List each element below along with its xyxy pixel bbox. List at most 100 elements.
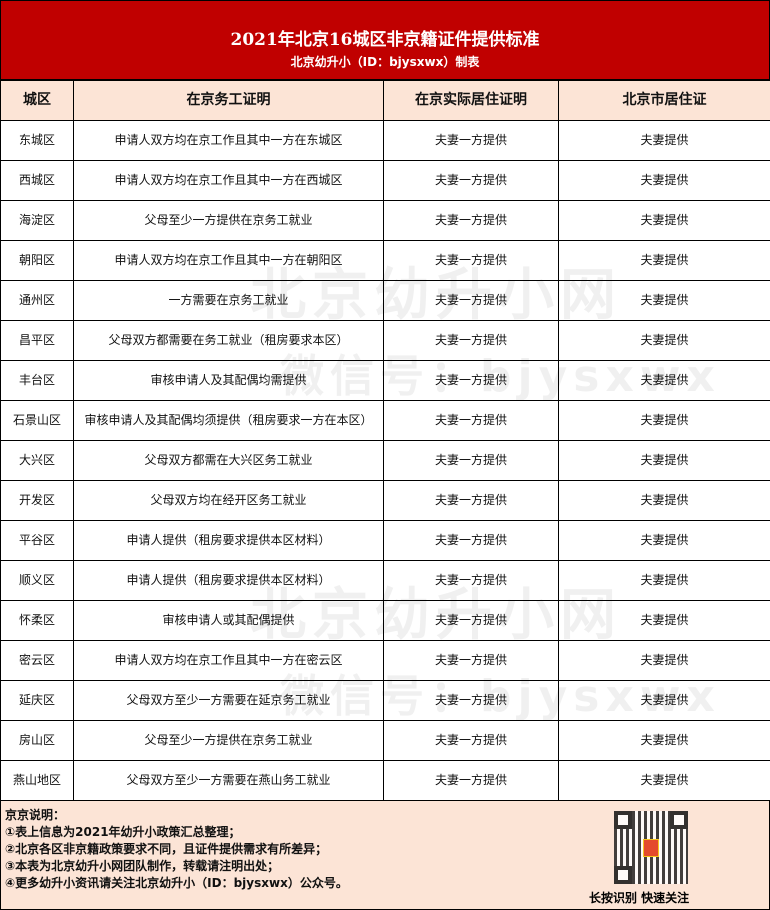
note-item: ④更多幼升小资讯请关注北京幼升小（ID：bjysxwx）公众号。 bbox=[5, 876, 348, 890]
work-proof-cell: 申请人双方均在京工作且其中一方在西城区 bbox=[73, 160, 384, 201]
table-row: 昌平区 父母双方都需要在务工就业（租房要求本区） 夫妻一方提供 夫妻提供 bbox=[0, 320, 770, 361]
work-proof-cell: 申请人提供（租房要求提供本区材料） bbox=[73, 560, 384, 601]
note-item: ③本表为北京幼升小网团队制作，转载请注明出处； bbox=[5, 859, 280, 873]
residence-permit-cell: 夫妻提供 bbox=[558, 400, 770, 441]
note-heading: 京京说明： bbox=[5, 808, 66, 822]
residence-permit-cell: 夫妻提供 bbox=[558, 480, 770, 521]
district-cell: 通州区 bbox=[0, 280, 74, 321]
district-cell: 海淀区 bbox=[0, 200, 74, 241]
column-header: 在京实际居住证明 bbox=[383, 80, 559, 121]
district-cell: 昌平区 bbox=[0, 320, 74, 361]
residence-proof-cell: 夫妻一方提供 bbox=[383, 480, 559, 521]
work-proof-cell: 申请人双方均在京工作且其中一方在东城区 bbox=[73, 120, 384, 161]
table-row: 丰台区 审核申请人及其配偶均需提供 夫妻一方提供 夫妻提供 bbox=[0, 360, 770, 401]
residence-proof-cell: 夫妻一方提供 bbox=[383, 400, 559, 441]
qr-code bbox=[614, 811, 688, 884]
table-row: 石景山区 审核申请人及其配偶均须提供（租房要求一方在本区） 夫妻一方提供 夫妻提供 bbox=[0, 400, 770, 441]
work-proof-cell: 父母双方都需在大兴区务工就业 bbox=[73, 440, 384, 481]
residence-permit-cell: 夫妻提供 bbox=[558, 640, 770, 681]
note-item: ①表上信息为2021年幼升小政策汇总整理； bbox=[5, 825, 241, 839]
residence-permit-cell: 夫妻提供 bbox=[558, 600, 770, 641]
table-row: 延庆区 父母双方至少一方需要在延京务工就业 夫妻一方提供 夫妻提供 bbox=[0, 680, 770, 721]
residence-permit-cell: 夫妻提供 bbox=[558, 440, 770, 481]
district-cell: 石景山区 bbox=[0, 400, 74, 441]
residence-proof-cell: 夫妻一方提供 bbox=[383, 720, 559, 761]
residence-proof-cell: 夫妻一方提供 bbox=[383, 320, 559, 361]
work-proof-cell: 父母至少一方提供在京务工就业 bbox=[73, 720, 384, 761]
table-row: 开发区 父母双方均在经开区务工就业 夫妻一方提供 夫妻提供 bbox=[0, 480, 770, 521]
residence-proof-cell: 夫妻一方提供 bbox=[383, 520, 559, 561]
table-row: 怀柔区 审核申请人或其配偶提供 夫妻一方提供 夫妻提供 bbox=[0, 600, 770, 641]
residence-proof-cell: 夫妻一方提供 bbox=[383, 760, 559, 801]
page-subtitle: 北京幼升小（ID：bjysxwx）制表 bbox=[290, 55, 480, 69]
district-cell: 东城区 bbox=[0, 120, 74, 161]
work-proof-cell: 父母至少一方提供在京务工就业 bbox=[73, 200, 384, 241]
residence-permit-cell: 夫妻提供 bbox=[558, 680, 770, 721]
residence-permit-cell: 夫妻提供 bbox=[558, 360, 770, 401]
work-proof-cell: 父母双方均在经开区务工就业 bbox=[73, 480, 384, 521]
district-cell: 密云区 bbox=[0, 640, 74, 681]
residence-permit-cell: 夫妻提供 bbox=[558, 560, 770, 601]
residence-permit-cell: 夫妻提供 bbox=[558, 240, 770, 281]
work-proof-cell: 申请人双方均在京工作且其中一方在朝阳区 bbox=[73, 240, 384, 281]
district-cell: 平谷区 bbox=[0, 520, 74, 561]
table-row: 通州区 一方需要在京务工就业 夫妻一方提供 夫妻提供 bbox=[0, 280, 770, 321]
table-row: 密云区 申请人双方均在京工作且其中一方在密云区 夫妻一方提供 夫妻提供 bbox=[0, 640, 770, 681]
work-proof-cell: 父母双方都需要在务工就业（租房要求本区） bbox=[73, 320, 384, 361]
residence-proof-cell: 夫妻一方提供 bbox=[383, 280, 559, 321]
logo-icon bbox=[643, 839, 659, 857]
title-banner: 2021年北京16城区非京籍证件提供标准 北京幼升小（ID：bjysxwx）制表 bbox=[0, 0, 770, 80]
residence-proof-cell: 夫妻一方提供 bbox=[383, 640, 559, 681]
column-header: 在京务工证明 bbox=[73, 80, 384, 121]
residence-permit-cell: 夫妻提供 bbox=[558, 320, 770, 361]
column-header: 城区 bbox=[0, 80, 74, 121]
residence-permit-cell: 夫妻提供 bbox=[558, 160, 770, 201]
work-proof-cell: 审核申请人及其配偶均需提供 bbox=[73, 360, 384, 401]
residence-proof-cell: 夫妻一方提供 bbox=[383, 200, 559, 241]
table-row: 燕山地区 父母双方至少一方需要在燕山务工就业 夫妻一方提供 夫妻提供 bbox=[0, 760, 770, 801]
residence-proof-cell: 夫妻一方提供 bbox=[383, 240, 559, 281]
district-cell: 开发区 bbox=[0, 480, 74, 521]
residence-proof-cell: 夫妻一方提供 bbox=[383, 160, 559, 201]
residence-permit-cell: 夫妻提供 bbox=[558, 720, 770, 761]
work-proof-cell: 父母双方至少一方需要在燕山务工就业 bbox=[73, 760, 384, 801]
district-cell: 房山区 bbox=[0, 720, 74, 761]
residence-permit-cell: 夫妻提供 bbox=[558, 280, 770, 321]
table-row: 朝阳区 申请人双方均在京工作且其中一方在朝阳区 夫妻一方提供 夫妻提供 bbox=[0, 240, 770, 281]
district-cell: 燕山地区 bbox=[0, 760, 74, 801]
qr-label: 长按识别 快速关注 bbox=[589, 891, 690, 905]
district-cell: 怀柔区 bbox=[0, 600, 74, 641]
residence-proof-cell: 夫妻一方提供 bbox=[383, 600, 559, 641]
column-header: 北京市居住证 bbox=[558, 80, 770, 121]
work-proof-cell: 申请人提供（租房要求提供本区材料） bbox=[73, 520, 384, 561]
table-row: 平谷区 申请人提供（租房要求提供本区材料） 夫妻一方提供 夫妻提供 bbox=[0, 520, 770, 561]
residence-permit-cell: 夫妻提供 bbox=[558, 760, 770, 801]
district-cell: 西城区 bbox=[0, 160, 74, 201]
district-cell: 大兴区 bbox=[0, 440, 74, 481]
table-row: 顺义区 申请人提供（租房要求提供本区材料） 夫妻一方提供 夫妻提供 bbox=[0, 560, 770, 601]
residence-permit-cell: 夫妻提供 bbox=[558, 200, 770, 241]
work-proof-cell: 审核申请人及其配偶均须提供（租房要求一方在本区） bbox=[73, 400, 384, 441]
district-cell: 朝阳区 bbox=[0, 240, 74, 281]
table-header-row: 城区 在京务工证明 在京实际居住证明 北京市居住证 bbox=[0, 80, 770, 121]
table-row: 海淀区 父母至少一方提供在京务工就业 夫妻一方提供 夫妻提供 bbox=[0, 200, 770, 241]
residence-proof-cell: 夫妻一方提供 bbox=[383, 120, 559, 161]
table-row: 西城区 申请人双方均在京工作且其中一方在西城区 夫妻一方提供 夫妻提供 bbox=[0, 160, 770, 201]
work-proof-cell: 审核申请人或其配偶提供 bbox=[73, 600, 384, 641]
residence-proof-cell: 夫妻一方提供 bbox=[383, 360, 559, 401]
table-row: 大兴区 父母双方都需在大兴区务工就业 夫妻一方提供 夫妻提供 bbox=[0, 440, 770, 481]
residence-proof-cell: 夫妻一方提供 bbox=[383, 440, 559, 481]
page-title: 2021年北京16城区非京籍证件提供标准 bbox=[230, 30, 540, 50]
residence-proof-cell: 夫妻一方提供 bbox=[383, 680, 559, 721]
work-proof-cell: 申请人双方均在京工作且其中一方在密云区 bbox=[73, 640, 384, 681]
district-cell: 顺义区 bbox=[0, 560, 74, 601]
residence-permit-cell: 夫妻提供 bbox=[558, 120, 770, 161]
residence-permit-cell: 夫妻提供 bbox=[558, 520, 770, 561]
work-proof-cell: 一方需要在京务工就业 bbox=[73, 280, 384, 321]
work-proof-cell: 父母双方至少一方需要在延京务工就业 bbox=[73, 680, 384, 721]
table-row: 房山区 父母至少一方提供在京务工就业 夫妻一方提供 夫妻提供 bbox=[0, 720, 770, 761]
standards-table: 城区 在京务工证明 在京实际居住证明 北京市居住证 东城区 申请人双方均在京工作且… bbox=[0, 80, 770, 801]
residence-proof-cell: 夫妻一方提供 bbox=[383, 560, 559, 601]
note-item: ②北京各区非京籍政策要求不同，且证件提供需求有所差异； bbox=[5, 842, 328, 856]
district-cell: 丰台区 bbox=[0, 360, 74, 401]
